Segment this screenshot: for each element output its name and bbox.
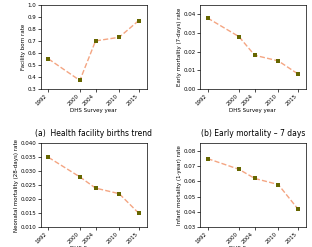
Y-axis label: Neonatal mortality (28-days) rate: Neonatal mortality (28-days) rate	[14, 139, 19, 232]
Point	[295, 72, 300, 76]
Point	[205, 157, 210, 161]
Point	[276, 183, 281, 186]
Point	[252, 176, 257, 180]
X-axis label: DHS Survey year: DHS Survey year	[229, 108, 276, 113]
X-axis label: DHS Survey year: DHS Survey year	[229, 246, 276, 247]
Point	[117, 35, 122, 39]
Point	[276, 59, 281, 63]
Y-axis label: Facility born rate: Facility born rate	[21, 24, 26, 70]
X-axis label: DHS Survey year: DHS Survey year	[70, 108, 117, 113]
Point	[46, 155, 51, 159]
X-axis label: DHS Survey year: DHS Survey year	[70, 246, 117, 247]
Title: (b) Early mortality – 7 days: (b) Early mortality – 7 days	[201, 129, 305, 138]
Point	[205, 16, 210, 20]
Point	[117, 192, 122, 196]
Point	[236, 167, 241, 171]
Point	[77, 79, 82, 82]
Title: (a)  Health facility births trend: (a) Health facility births trend	[35, 129, 152, 138]
Point	[136, 19, 141, 22]
Point	[252, 53, 257, 57]
Point	[93, 186, 98, 190]
Point	[136, 211, 141, 215]
Y-axis label: Early mortality (7-days) rate: Early mortality (7-days) rate	[177, 8, 182, 86]
Point	[295, 207, 300, 211]
Point	[46, 57, 51, 61]
Point	[93, 39, 98, 43]
Point	[236, 35, 241, 39]
Point	[77, 175, 82, 179]
Y-axis label: Infant mortality (1-year) rate: Infant mortality (1-year) rate	[177, 145, 182, 225]
